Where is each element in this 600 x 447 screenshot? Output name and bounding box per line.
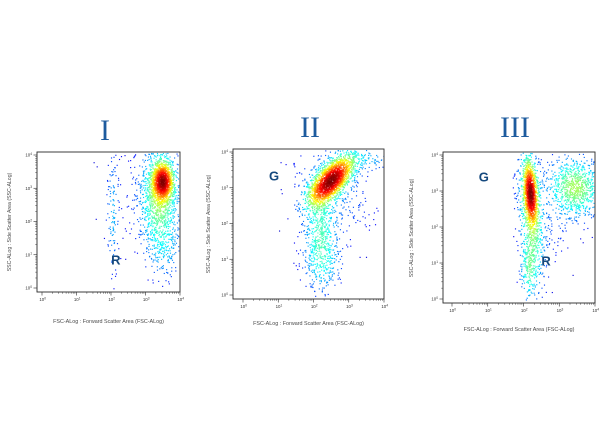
- svg-text:100: 100: [449, 307, 456, 313]
- svg-text:100: 100: [39, 296, 46, 302]
- svg-text:103: 103: [143, 296, 150, 302]
- svg-text:100: 100: [240, 303, 247, 309]
- svg-text:101: 101: [25, 252, 32, 258]
- svg-text:103: 103: [557, 307, 564, 313]
- gate-label-R: R: [541, 253, 551, 268]
- panel-1-x-axis-label: FSC-ALog : Forward Scatter Area (FSC-ALo…: [53, 319, 164, 325]
- panel-2-y-axis-label: SSC-ALog : Side Scatter Area (SSC-ALog): [206, 174, 212, 274]
- svg-text:101: 101: [221, 256, 228, 262]
- svg-text:101: 101: [431, 260, 438, 266]
- panel-2-x-axis-label: FSC-ALog : Forward Scatter Area (FSC-ALo…: [253, 321, 364, 327]
- gate-label-R: R: [111, 253, 121, 268]
- panel-1-axes: 100 100 101 101 102 102 103 103 104 104 R: [25, 151, 184, 302]
- svg-text:104: 104: [431, 152, 438, 158]
- svg-text:100: 100: [221, 292, 228, 298]
- panel-3-density-dots: [400, 112, 600, 345]
- svg-text:102: 102: [25, 218, 32, 224]
- gate-label-G: G: [479, 169, 489, 184]
- svg-text:103: 103: [346, 303, 353, 309]
- svg-text:104: 104: [221, 149, 228, 155]
- panel-1-y-axis-label: SSC-ALog : Side Scatter Area (SSC-ALog): [7, 172, 13, 272]
- panel-2-axes: 100 100 101 101 102 102 103 103 104 104 G: [221, 148, 388, 309]
- panel-3-x-axis-label: FSC-ALog : Forward Scatter Area (FSC-ALo…: [463, 327, 575, 333]
- svg-text:102: 102: [311, 303, 318, 309]
- gate-label-G: G: [269, 168, 279, 183]
- svg-text:104: 104: [592, 307, 599, 313]
- panel-1-density-dots: [0, 112, 200, 340]
- svg-text:102: 102: [521, 307, 528, 313]
- svg-text:102: 102: [221, 220, 228, 226]
- svg-text:101: 101: [74, 296, 81, 302]
- svg-text:104: 104: [25, 152, 32, 158]
- svg-text:101: 101: [276, 303, 283, 309]
- svg-text:103: 103: [431, 188, 438, 194]
- panel-3-axes: 100 100 101 101 102 102 103 103 104 104 G R: [431, 151, 599, 313]
- svg-text:101: 101: [485, 307, 492, 313]
- panel-3-y-axis-label: SSC-ALog : Side Scatter Area (SSC-ALog): [409, 178, 415, 277]
- svg-text:102: 102: [108, 296, 115, 302]
- svg-text:102: 102: [431, 224, 438, 230]
- svg-text:104: 104: [381, 303, 388, 309]
- svg-text:103: 103: [25, 185, 32, 191]
- svg-text:104: 104: [177, 296, 184, 302]
- svg-text:100: 100: [431, 296, 438, 302]
- svg-text:100: 100: [25, 285, 32, 291]
- svg-text:103: 103: [221, 185, 228, 191]
